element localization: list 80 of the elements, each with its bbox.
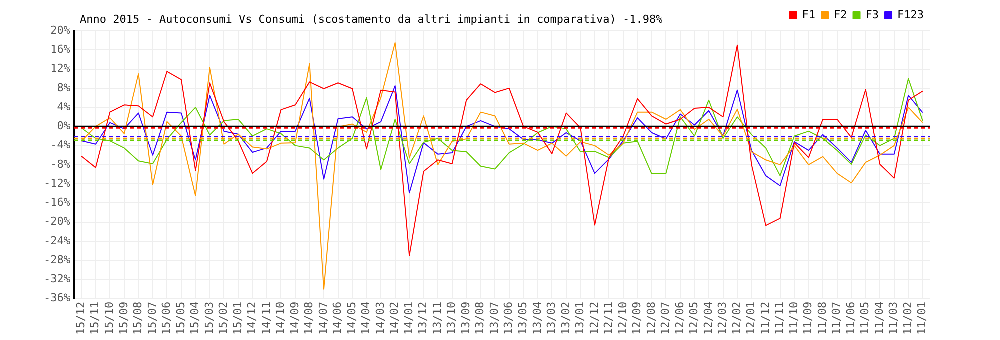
x-tick-label: 15/10 [102, 302, 116, 336]
y-tick-label: -12% [44, 176, 71, 190]
x-tick-label: 14/02 [388, 302, 402, 336]
x-tick-label: 15/11 [88, 302, 102, 336]
x-tick-label: 15/01 [231, 302, 244, 336]
y-tick-label: -36% [44, 292, 71, 305]
x-tick-label: 14/03 [374, 302, 387, 336]
x-tick-label: 13/01 [574, 302, 587, 336]
x-tick-label: 12/04 [702, 302, 715, 336]
x-tick-label: 13/09 [459, 302, 472, 336]
x-tick-label: 14/11 [260, 302, 273, 336]
x-tick-label: 13/03 [545, 302, 558, 336]
x-tick-label: 11/08 [816, 302, 829, 336]
x-tick-label: 15/12 [74, 302, 88, 336]
x-tick-label: 11/09 [802, 302, 815, 336]
x-tick-label: 13/02 [559, 302, 572, 336]
x-tick-label: 13/10 [445, 302, 458, 336]
x-tick-label: 14/12 [246, 302, 259, 336]
x-tick-label: 14/10 [274, 302, 288, 336]
y-tick-label: -16% [44, 196, 71, 210]
x-tick-label: 11/06 [844, 302, 858, 336]
x-tick-label: 15/04 [188, 302, 202, 336]
x-tick-label: 15/03 [202, 302, 216, 336]
x-tick-label: 14/06 [331, 302, 344, 336]
legend-label: F2 [834, 8, 848, 22]
x-tick-label: 11/05 [858, 302, 872, 336]
x-tick-label: 11/02 [901, 302, 914, 336]
chart-title: Anno 2015 - Autoconsumi Vs Consumi (scostamento da altri impianti in comparativa) -1.98% [80, 13, 663, 26]
x-tick-label: 13/05 [516, 302, 530, 336]
x-tick-label: 11/11 [773, 302, 786, 336]
x-tick-label: 12/07 [659, 302, 672, 336]
x-tick-label: 15/08 [132, 302, 145, 336]
x-tick-label: 11/12 [758, 302, 772, 336]
y-tick-label: -20% [44, 215, 71, 228]
x-tick-label: 12/08 [644, 302, 658, 336]
x-tick-label: 12/06 [673, 302, 686, 336]
x-tick-label: 15/06 [160, 302, 174, 336]
x-tick-label: 11/07 [830, 302, 844, 336]
x-tick-label: 11/10 [787, 302, 800, 336]
legend-label: F123 [898, 8, 924, 22]
y-tick-label: 8% [57, 81, 71, 94]
x-tick-label: 14/09 [288, 302, 302, 336]
x-tick-label: 14/07 [316, 302, 330, 336]
y-tick-label: 12% [50, 62, 71, 76]
x-tick-label: 13/12 [416, 302, 430, 336]
x-tick-label: 15/09 [117, 302, 130, 336]
y-tick-label: -8% [50, 158, 71, 171]
x-tick-label: 12/09 [630, 302, 644, 336]
x-tick-label: 14/05 [345, 302, 358, 336]
x-tick-label: 12/12 [588, 302, 601, 336]
y-tick-label: 20% [50, 24, 71, 37]
x-tick-label: 11/03 [887, 302, 900, 336]
x-tick-label: 15/07 [146, 302, 159, 336]
y-tick-label: -24% [44, 234, 71, 248]
x-tick-label: 11/04 [872, 302, 886, 336]
x-tick-label: 13/08 [474, 302, 487, 336]
y-tick-label: 16% [50, 42, 71, 56]
x-tick-label: 15/05 [174, 302, 188, 336]
x-tick-label: 13/07 [488, 302, 501, 336]
x-tick-label: 12/01 [744, 302, 758, 336]
legend-label: F1 [802, 8, 816, 22]
y-tick-label: -32% [44, 272, 71, 286]
x-tick-label: 12/03 [716, 302, 730, 336]
y-tick-label: -4% [50, 138, 71, 152]
x-tick-label: 14/08 [302, 302, 316, 336]
x-tick-label: 12/05 [688, 302, 701, 336]
x-tick-label: 14/04 [360, 302, 373, 336]
x-tick-label: 12/02 [730, 302, 744, 336]
y-tick-label: -28% [44, 253, 71, 266]
y-tick-label: 0% [57, 120, 71, 133]
x-tick-label: 13/06 [502, 302, 516, 336]
x-tick-label: 13/11 [430, 302, 444, 336]
x-tick-label: 12/10 [616, 302, 630, 336]
x-tick-label: 13/04 [530, 302, 544, 336]
y-tick-label: 4% [57, 100, 71, 114]
x-tick-label: 11/01 [916, 302, 929, 336]
x-tick-label: 12/11 [602, 302, 616, 336]
x-tick-label: 14/01 [402, 302, 416, 336]
x-tick-label: 15/02 [217, 302, 230, 336]
legend-label: F3 [866, 8, 880, 22]
